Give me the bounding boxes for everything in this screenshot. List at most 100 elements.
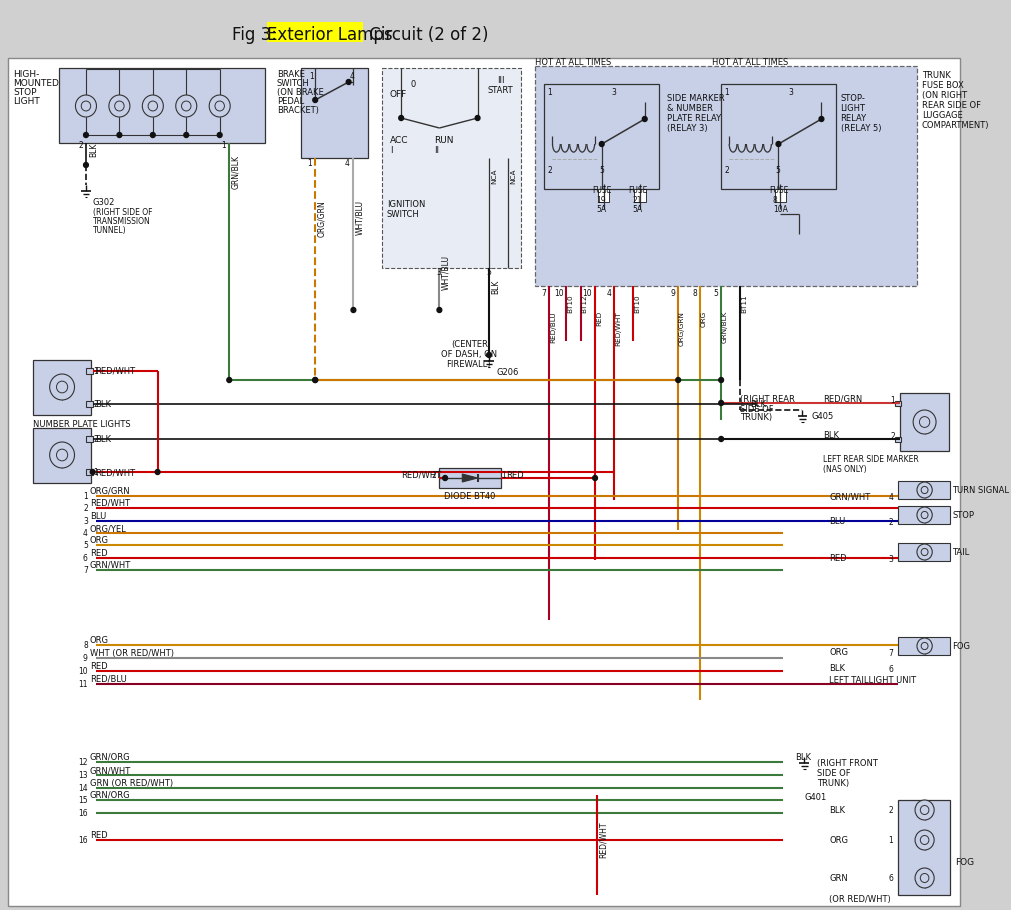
Text: FUSE: FUSE (628, 186, 647, 195)
Text: REAR SIDE OF: REAR SIDE OF (921, 101, 980, 110)
Circle shape (109, 95, 129, 117)
Circle shape (217, 133, 221, 137)
Text: NUMBER PLATE LIGHTS: NUMBER PLATE LIGHTS (33, 420, 131, 429)
Text: 0: 0 (410, 80, 416, 89)
Text: START: START (486, 86, 513, 95)
Text: FOG: FOG (951, 642, 970, 651)
Circle shape (312, 97, 317, 103)
Text: NCA: NCA (490, 168, 496, 184)
Text: 21: 21 (632, 196, 641, 205)
Text: 1: 1 (309, 72, 313, 81)
Bar (439, 468, 501, 488)
Text: BRAKE: BRAKE (277, 70, 304, 79)
Text: 9: 9 (669, 289, 674, 298)
Text: RED: RED (90, 549, 107, 558)
Text: 1: 1 (221, 141, 226, 150)
Text: 5A: 5A (632, 205, 642, 214)
Text: 12: 12 (78, 758, 88, 767)
Text: FOG: FOG (954, 858, 974, 867)
Text: GRN/BLK: GRN/BLK (231, 155, 240, 189)
Text: 1: 1 (723, 88, 728, 97)
Text: GRN/WHT: GRN/WHT (90, 766, 130, 775)
Text: 4: 4 (888, 493, 892, 502)
Text: GRN/WHT: GRN/WHT (828, 492, 869, 501)
Text: RED/BLU: RED/BLU (550, 311, 556, 343)
Text: (RIGHT REAR: (RIGHT REAR (739, 395, 795, 404)
Text: Exterior Lamps: Exterior Lamps (267, 26, 392, 44)
Circle shape (599, 141, 604, 147)
Text: 3: 3 (888, 555, 892, 564)
Text: 7: 7 (541, 289, 546, 298)
Circle shape (642, 116, 646, 122)
Text: RELAY: RELAY (840, 114, 865, 123)
Text: 6: 6 (888, 665, 892, 674)
Text: STOP-: STOP- (840, 94, 864, 103)
Text: 1: 1 (547, 88, 552, 97)
Circle shape (84, 163, 88, 167)
Text: 1: 1 (93, 468, 98, 477)
Circle shape (818, 116, 823, 122)
Text: TRUNK: TRUNK (921, 71, 949, 80)
Text: 2: 2 (93, 400, 98, 409)
Text: (RELAY 3): (RELAY 3) (666, 124, 707, 133)
Circle shape (151, 133, 155, 137)
Text: 2: 2 (888, 806, 892, 815)
Text: TURN SIGNAL: TURN SIGNAL (951, 486, 1008, 495)
Text: (RIGHT SIDE OF: (RIGHT SIDE OF (93, 208, 152, 217)
Text: RED: RED (90, 662, 107, 671)
Text: BLK: BLK (749, 400, 765, 409)
Text: TRUNK): TRUNK) (739, 413, 771, 422)
Text: 5: 5 (599, 166, 604, 175)
Text: GRN/ORG: GRN/ORG (90, 791, 130, 800)
Text: BLK: BLK (828, 664, 844, 673)
Text: 2: 2 (723, 166, 728, 175)
Text: III: III (496, 76, 503, 85)
Text: I: I (389, 146, 392, 155)
Text: 5A: 5A (595, 205, 606, 214)
Text: BT11: BT11 (740, 294, 746, 313)
Circle shape (775, 141, 780, 147)
Text: TUNNEL): TUNNEL) (93, 226, 126, 235)
Bar (86, 368, 93, 374)
Bar (894, 437, 900, 442)
Bar (544, 84, 658, 189)
Text: 2: 2 (83, 504, 88, 513)
Text: LEFT REAR SIDE MARKER: LEFT REAR SIDE MARKER (823, 455, 918, 464)
Text: 2: 2 (888, 518, 892, 527)
Text: 4: 4 (349, 72, 354, 81)
Text: 4: 4 (345, 159, 349, 168)
Text: 8: 8 (772, 196, 776, 205)
Text: 1: 1 (83, 492, 88, 501)
Bar (86, 469, 93, 475)
Bar (267, 22, 363, 42)
Bar (300, 68, 367, 158)
Text: 3: 3 (83, 517, 88, 526)
Text: RED: RED (506, 471, 524, 480)
Text: FUSE: FUSE (768, 186, 788, 195)
Text: 10: 10 (553, 289, 563, 298)
Text: BRACKET): BRACKET) (277, 106, 318, 115)
Circle shape (914, 830, 933, 850)
Text: ORG/GRN: ORG/GRN (316, 200, 326, 237)
Circle shape (718, 378, 723, 382)
Circle shape (117, 133, 121, 137)
Text: ORG/GRN: ORG/GRN (678, 311, 684, 346)
Circle shape (475, 116, 479, 120)
Bar (897, 637, 949, 655)
Text: HIGH-: HIGH- (13, 70, 39, 79)
Text: 11: 11 (78, 680, 88, 689)
Bar (899, 393, 948, 451)
Text: SIDE OF: SIDE OF (816, 769, 849, 778)
Circle shape (675, 378, 679, 382)
Text: BLK: BLK (823, 431, 838, 440)
Circle shape (718, 400, 723, 406)
Text: BLK: BLK (828, 806, 844, 815)
Text: WHT (OR RED/WHT): WHT (OR RED/WHT) (90, 649, 174, 658)
Text: 5: 5 (485, 268, 490, 277)
Bar (86, 436, 93, 442)
Text: 2: 2 (432, 471, 436, 480)
Text: 14: 14 (78, 784, 88, 793)
Text: ORG: ORG (90, 536, 108, 545)
Circle shape (76, 95, 96, 117)
Text: Circuit (2 of 2): Circuit (2 of 2) (364, 26, 488, 44)
